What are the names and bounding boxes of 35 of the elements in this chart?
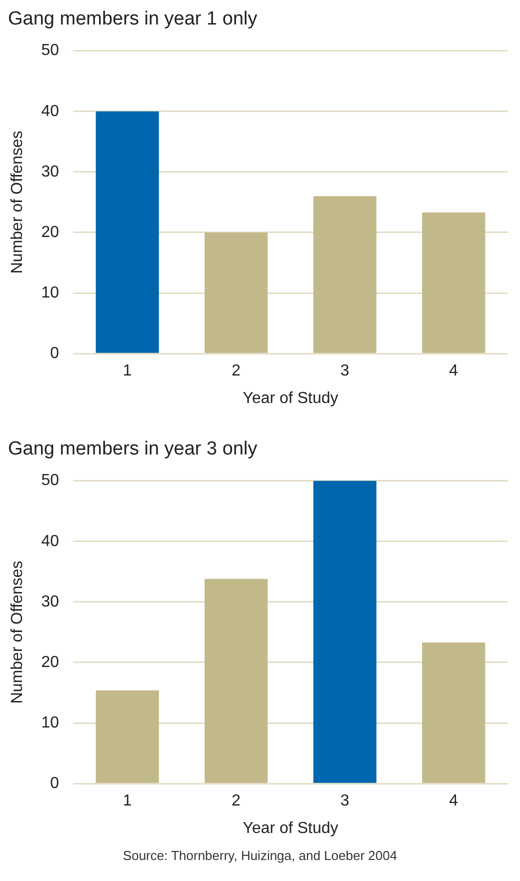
bar [422,212,486,353]
x-tick-label: 2 [232,792,241,810]
bar [313,196,376,353]
x-tick-label: 1 [122,362,132,380]
bar [313,480,376,783]
source-note: Source: Thornberry, Huizinga, and Loeber 2004 [122,848,398,863]
y-axis-title: Number of Offenses [9,130,26,274]
x-axis-title: Year of Study [242,820,338,837]
x-tick-label: 1 [122,792,132,810]
y-tick-label: 40 [41,532,60,550]
y-tick-label: 50 [41,472,60,490]
y-tick-label: 20 [41,654,60,671]
bar [96,111,159,353]
chart-title: Gang members in year 1 only [8,8,258,30]
bar [204,578,268,783]
y-tick-label: 20 [41,224,60,241]
y-tick-label: 0 [50,345,60,362]
y-tick-label: 30 [41,163,60,180]
bar [96,690,159,783]
bar [422,642,486,783]
y-tick-label: 10 [41,284,60,302]
x-axis-title: Year of Study [242,390,338,407]
x-tick-label: 4 [449,792,458,810]
bar [204,232,268,353]
y-tick-label: 30 [41,593,60,610]
y-tick-label: 10 [41,714,60,732]
y-tick-label: 40 [41,102,60,120]
x-tick-label: 3 [340,792,350,810]
x-tick-label: 4 [449,362,458,380]
chart-title: Gang members in year 3 only [8,438,258,460]
y-tick-label: 0 [50,775,60,792]
y-tick-label: 50 [41,42,60,60]
x-tick-label: 2 [232,362,241,380]
x-tick-label: 3 [340,362,350,380]
y-axis-title: Number of Offenses [9,560,26,704]
